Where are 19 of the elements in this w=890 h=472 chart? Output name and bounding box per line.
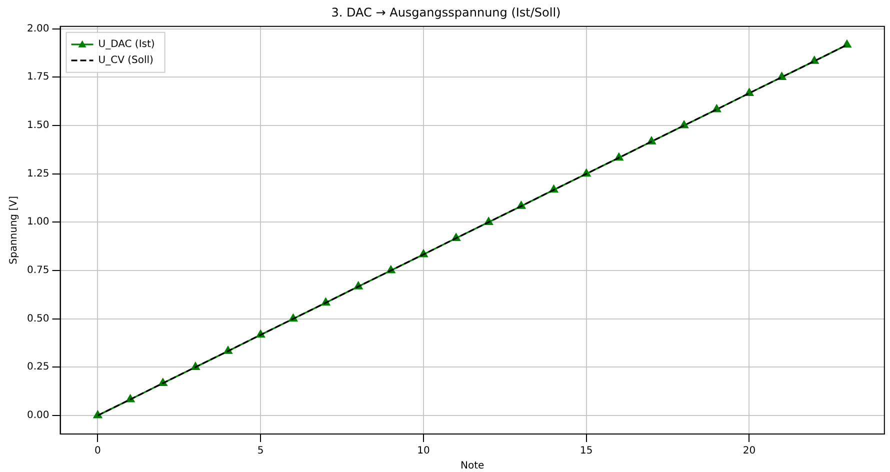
- y-axis-title: Spannung [V]: [8, 196, 20, 264]
- y-tick-label: 0.50: [27, 313, 50, 324]
- x-tick-label: 0: [94, 446, 101, 457]
- y-tick-label: 1.00: [27, 216, 50, 228]
- x-axis-title: Note: [460, 460, 484, 472]
- y-tick-label: 0.75: [27, 265, 50, 276]
- y-tick-label: 1.50: [27, 120, 50, 132]
- y-tick-label: 1.75: [27, 72, 50, 83]
- x-tick-label: 15: [580, 446, 593, 457]
- y-tick-label: 0.25: [27, 362, 50, 373]
- y-tick-label: 1.25: [27, 168, 50, 180]
- x-tick-label: 10: [417, 446, 430, 457]
- legend-label: U_CV (Soll): [98, 54, 154, 66]
- y-tick-label: 2.00: [27, 23, 50, 34]
- chart-title: 3. DAC → Ausgangsspannung (Ist/Soll): [331, 5, 561, 20]
- legend-label: U_DAC (Ist): [98, 38, 155, 50]
- x-tick-label: 5: [257, 446, 264, 457]
- y-tick-label: 0.00: [27, 410, 50, 422]
- x-tick-label: 20: [742, 446, 756, 457]
